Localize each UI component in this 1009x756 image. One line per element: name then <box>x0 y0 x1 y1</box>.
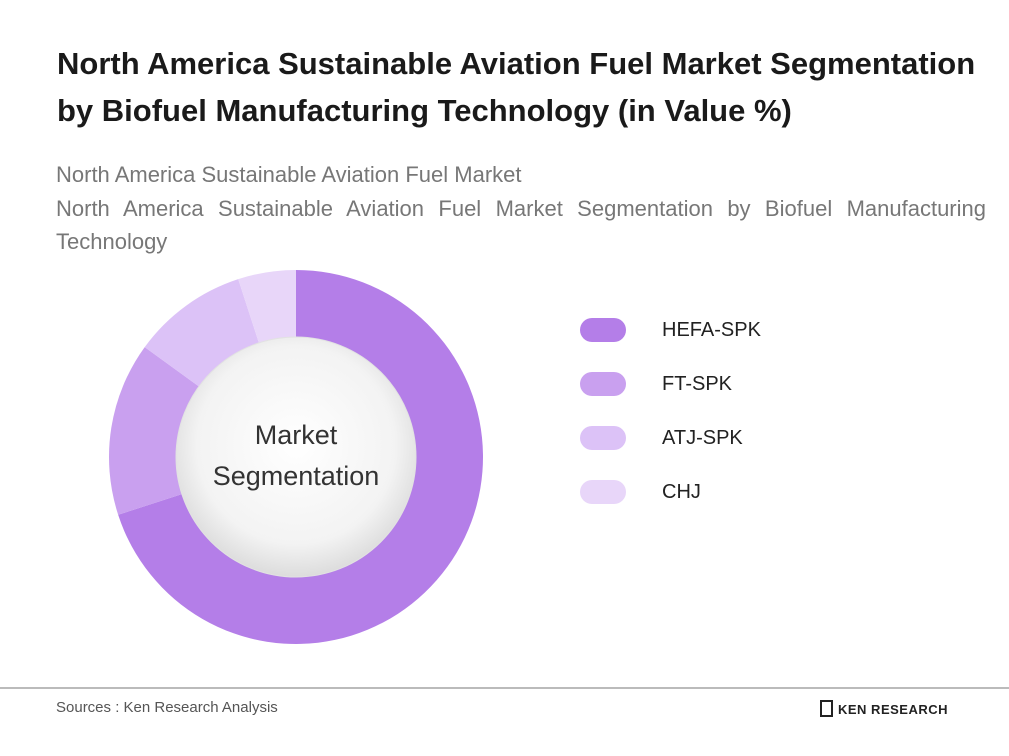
legend-swatch <box>580 372 626 396</box>
legend-label: FT-SPK <box>662 373 733 395</box>
legend-label: ATJ-SPK <box>662 427 743 449</box>
footer-divider <box>0 687 1009 689</box>
legend-swatch <box>580 480 626 504</box>
chart-description: North America Sustainable Aviation Fuel … <box>56 196 986 254</box>
chart-title: North America Sustainable Aviation Fuel … <box>57 46 976 128</box>
legend-swatch <box>580 426 626 450</box>
legend-label: CHJ <box>662 481 701 503</box>
center-label: Market Segmentation <box>212 420 380 491</box>
legend-swatch <box>580 318 626 342</box>
legend-label: HEFA-SPK <box>662 319 761 341</box>
source-note: Sources : Ken Research Analysis <box>56 699 278 716</box>
donut-center <box>175 336 417 578</box>
brand: KEN RESEARCH <box>838 702 949 717</box>
chart-subtitle: North America Sustainable Aviation Fuel … <box>56 162 522 187</box>
brand-icon <box>820 700 833 717</box>
